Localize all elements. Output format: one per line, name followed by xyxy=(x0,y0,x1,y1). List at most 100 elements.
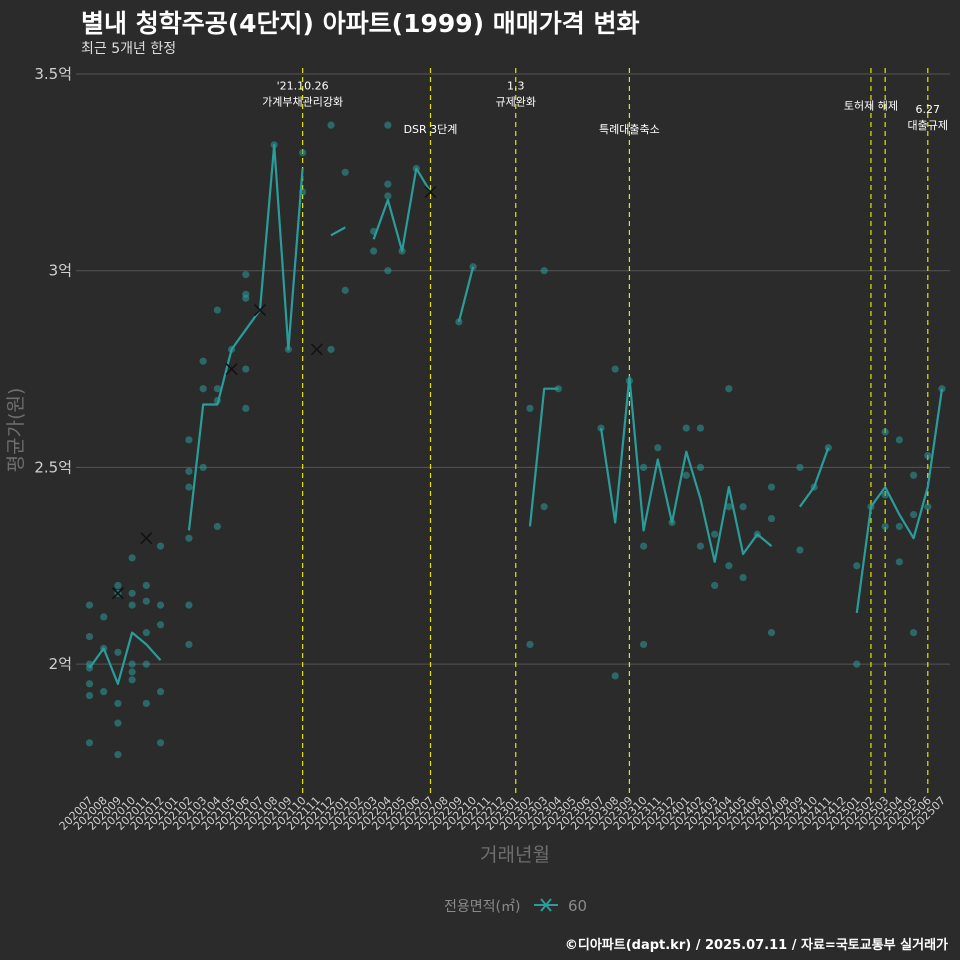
data-point xyxy=(725,503,733,511)
data-point xyxy=(540,503,548,511)
series-segment xyxy=(372,167,432,253)
series-segment xyxy=(187,143,304,531)
data-point xyxy=(85,739,94,747)
data-point xyxy=(199,385,207,393)
data-point xyxy=(853,660,861,668)
legend-title: 전용면적(㎡) xyxy=(444,899,520,915)
cross-marker xyxy=(225,363,238,376)
x-axis-title: 거래년월 xyxy=(480,844,550,866)
data-point xyxy=(909,471,918,479)
policy-annotation: 토허제 해제 xyxy=(844,98,898,112)
data-point xyxy=(128,676,136,684)
cross-marker xyxy=(253,304,267,317)
data-point xyxy=(341,168,349,176)
data-point xyxy=(142,660,150,668)
series-segment xyxy=(330,226,346,237)
data-point xyxy=(881,428,889,436)
data-point xyxy=(597,424,605,432)
data-point xyxy=(142,581,150,590)
data-point xyxy=(185,640,193,649)
data-point xyxy=(156,688,165,696)
data-point xyxy=(242,271,250,279)
data-point xyxy=(696,542,705,550)
policy-annotation: 규제완화 xyxy=(496,96,536,109)
policy-annotation: 특례대출축소 xyxy=(599,123,660,136)
data-point xyxy=(739,573,747,582)
policy-annotation: 대출규제 xyxy=(908,119,948,132)
legend-label: 60 xyxy=(568,897,587,915)
policy-annotation: DSR 3단계 xyxy=(404,123,458,136)
policy-annotation: 6.27 xyxy=(916,103,941,116)
cross-markers xyxy=(111,185,437,600)
y-tick-label: 2억 xyxy=(49,655,72,673)
data-point xyxy=(895,436,903,444)
data-point xyxy=(156,739,165,747)
data-point xyxy=(455,318,463,326)
data-point xyxy=(895,558,903,566)
data-point xyxy=(128,589,136,597)
data-point xyxy=(469,263,477,271)
data-point xyxy=(242,365,250,373)
data-point xyxy=(242,404,250,412)
data-point xyxy=(711,530,719,538)
data-point xyxy=(526,640,534,649)
data-point xyxy=(384,192,392,200)
average-price-line xyxy=(88,143,944,685)
data-point xyxy=(156,601,165,609)
data-point xyxy=(540,267,548,275)
data-point xyxy=(341,286,349,294)
data-point xyxy=(767,483,776,491)
data-point xyxy=(114,648,122,656)
data-point xyxy=(924,452,932,460)
data-point xyxy=(640,463,648,472)
data-point xyxy=(100,688,108,696)
data-point xyxy=(185,467,193,475)
series-segment xyxy=(799,447,830,508)
data-point xyxy=(114,699,122,708)
policy-annotation: 가계부채관리강화 xyxy=(262,96,343,109)
data-point xyxy=(767,514,776,523)
data-point xyxy=(682,424,690,432)
data-point xyxy=(853,562,861,570)
data-point xyxy=(711,581,719,590)
series-segment xyxy=(528,387,559,527)
data-point xyxy=(199,357,207,365)
series-segment xyxy=(457,266,475,323)
data-point xyxy=(924,503,932,511)
footer-source: ©디아파트(dapt.kr) / 2025.07.11 / 자료=국토교통부 실… xyxy=(564,938,948,953)
cross-marker xyxy=(140,532,153,545)
data-point xyxy=(370,247,378,255)
data-point xyxy=(611,365,619,373)
data-point xyxy=(185,436,193,444)
data-point xyxy=(199,463,207,472)
data-point xyxy=(128,668,136,676)
data-point xyxy=(682,471,690,479)
data-point xyxy=(654,444,662,452)
data-point xyxy=(128,554,136,562)
x-axis-ticks: 2020072020082020092020102020112020122021… xyxy=(57,794,948,833)
series-segment xyxy=(599,375,773,563)
cross-marker xyxy=(310,343,323,356)
data-point xyxy=(213,522,221,531)
policy-annotation: 1.3 xyxy=(507,80,525,93)
data-point xyxy=(142,699,150,708)
data-point xyxy=(213,385,221,393)
legend: 전용면적(㎡) 60 xyxy=(444,897,587,915)
transaction-points xyxy=(85,121,946,759)
data-point xyxy=(881,491,889,499)
policy-annotation: '21.10.26 xyxy=(277,80,329,93)
legend-cross-icon xyxy=(540,898,552,912)
y-tick-label: 3.5억 xyxy=(34,65,72,83)
data-point xyxy=(909,629,918,637)
data-point xyxy=(640,640,648,649)
data-point xyxy=(725,385,733,393)
data-point xyxy=(156,621,165,629)
series-segment xyxy=(88,631,162,685)
data-point xyxy=(796,546,804,554)
y-axis-title: 평균가(원) xyxy=(5,388,27,473)
data-point xyxy=(114,719,122,727)
data-point xyxy=(611,672,619,680)
y-tick-label: 3억 xyxy=(49,262,72,280)
